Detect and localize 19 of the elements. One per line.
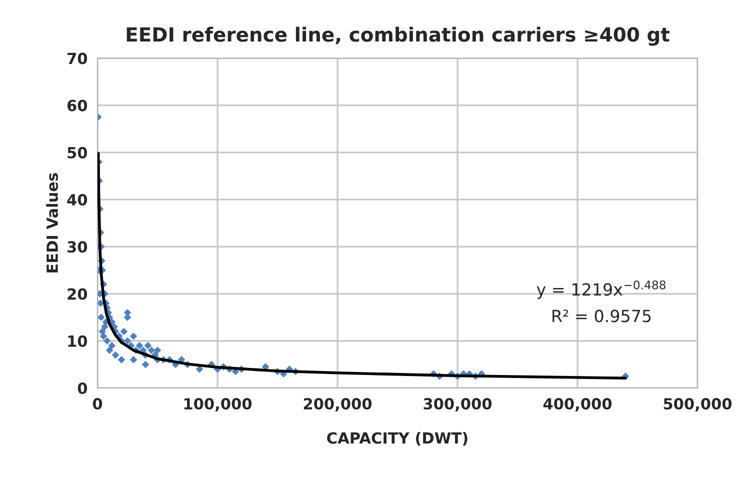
x-tick-label: 400,000 [543,398,612,412]
y-tick-label: 40 [67,194,88,206]
y-axis-title: EEDI Values [46,173,58,272]
y-tick-label: 50 [68,146,88,158]
x-tick-label: 300,000 [424,398,492,412]
x-tick-label: 100,000 [184,398,252,412]
x-tick-label: 200,000 [304,398,372,412]
y-tick-label: 70 [68,52,88,64]
x-tick-label: 0 [92,398,102,410]
y-tick-label: 30 [68,241,88,253]
x-tick-label: 500,000 [664,398,732,412]
annotation: y = 1219x$^{−0.488}$ [536,280,666,299]
annotation: R² = 0.9575 [552,310,651,322]
x-axis-title: CAPACITY (DWT) [327,432,468,446]
y-tick-label: 0 [78,382,88,394]
y-tick-label: 60 [67,100,88,112]
y-tick-label: 10 [68,335,88,347]
chart-title: EEDI reference line, combination carriers ≥400 gt [126,26,670,46]
y-tick-label: 20 [68,288,88,300]
